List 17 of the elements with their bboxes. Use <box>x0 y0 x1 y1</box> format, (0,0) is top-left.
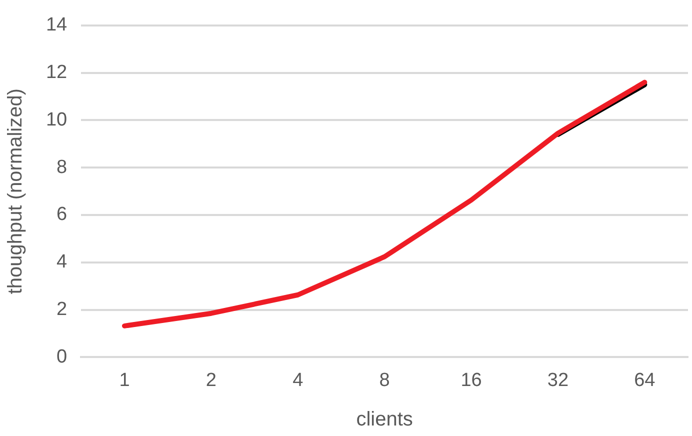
y-tick-label: 6 <box>56 204 68 226</box>
y-tick-label: 8 <box>56 156 68 178</box>
x-tick-label: 64 <box>634 370 656 391</box>
x-tick-label: 2 <box>206 370 216 391</box>
y-tick-label: 4 <box>56 252 68 273</box>
y-axis-title: thoughput (normalized) <box>4 88 27 294</box>
x-tick-label: 8 <box>379 370 390 391</box>
y-tick-label: 0 <box>56 346 68 368</box>
x-axis-title: clients <box>356 408 413 431</box>
x-tick-label: 4 <box>292 370 304 391</box>
x-tick-label: 32 <box>547 370 569 391</box>
y-tick-label: 14 <box>46 14 68 36</box>
y-tick-label: 2 <box>56 299 68 320</box>
x-tick-label: 16 <box>460 370 482 391</box>
x-tick-label: 1 <box>119 370 130 391</box>
y-tick-label: 12 <box>46 62 68 84</box>
y-tick-label: 10 <box>46 109 68 130</box>
